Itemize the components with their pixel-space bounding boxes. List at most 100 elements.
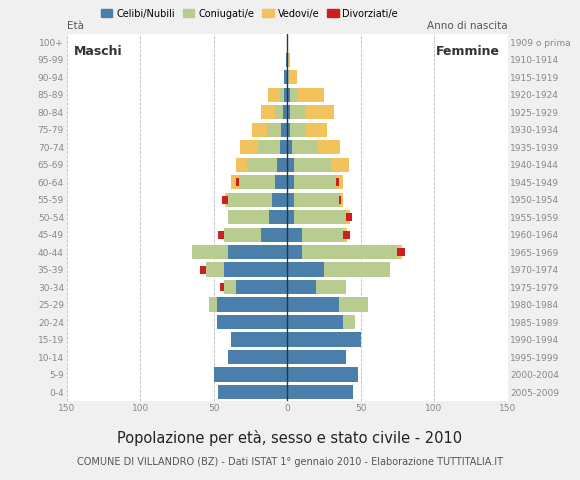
Text: Femmine: Femmine bbox=[436, 45, 500, 58]
Bar bbox=[224, 280, 235, 294]
Bar bbox=[231, 333, 287, 347]
Bar bbox=[287, 157, 295, 172]
Bar bbox=[397, 248, 405, 256]
Bar bbox=[287, 105, 290, 120]
Bar bbox=[224, 263, 287, 277]
Bar bbox=[287, 298, 339, 312]
Text: Popolazione per età, sesso e stato civile - 2010: Popolazione per età, sesso e stato civil… bbox=[117, 430, 463, 445]
Bar bbox=[290, 122, 304, 137]
Bar bbox=[295, 175, 336, 190]
Bar bbox=[206, 263, 224, 277]
Bar bbox=[318, 140, 340, 155]
Bar bbox=[213, 367, 287, 382]
Bar bbox=[339, 192, 343, 207]
Bar bbox=[287, 53, 290, 67]
Bar bbox=[240, 140, 258, 155]
Bar bbox=[267, 122, 281, 137]
Bar bbox=[346, 213, 351, 221]
Bar bbox=[201, 266, 206, 274]
Text: Anno di nascita: Anno di nascita bbox=[427, 21, 508, 31]
Bar bbox=[284, 70, 287, 84]
Bar bbox=[290, 88, 298, 102]
Bar bbox=[343, 315, 355, 329]
Bar bbox=[218, 385, 287, 399]
Bar bbox=[277, 157, 287, 172]
Bar bbox=[252, 122, 267, 137]
Bar bbox=[324, 263, 390, 277]
Bar bbox=[224, 228, 260, 242]
Bar bbox=[248, 157, 277, 172]
Bar bbox=[287, 385, 353, 399]
Bar bbox=[260, 228, 287, 242]
Bar bbox=[276, 105, 282, 120]
Bar bbox=[295, 157, 331, 172]
Bar bbox=[339, 196, 342, 204]
Bar bbox=[287, 367, 358, 382]
Bar bbox=[226, 192, 229, 207]
Bar bbox=[295, 192, 339, 207]
Bar bbox=[216, 315, 287, 329]
Bar bbox=[298, 88, 324, 102]
Bar bbox=[287, 280, 317, 294]
Bar bbox=[273, 192, 287, 207]
Bar bbox=[287, 333, 361, 347]
Bar bbox=[287, 122, 290, 137]
Bar bbox=[219, 283, 224, 291]
Bar bbox=[287, 88, 290, 102]
Bar bbox=[280, 140, 287, 155]
Bar bbox=[287, 228, 302, 242]
Bar bbox=[223, 196, 229, 204]
Bar bbox=[209, 298, 216, 312]
Bar bbox=[287, 245, 302, 259]
Text: COMUNE DI VILLANDRO (BZ) - Dati ISTAT 1° gennaio 2010 - Elaborazione TUTTITALIA.: COMUNE DI VILLANDRO (BZ) - Dati ISTAT 1°… bbox=[77, 457, 503, 467]
Bar bbox=[276, 175, 287, 190]
Bar bbox=[336, 175, 343, 190]
Bar bbox=[281, 122, 287, 137]
Bar bbox=[295, 210, 346, 224]
Bar bbox=[216, 298, 287, 312]
Bar bbox=[218, 231, 224, 239]
Bar bbox=[231, 175, 238, 190]
Bar bbox=[290, 70, 298, 84]
Bar bbox=[268, 88, 280, 102]
Bar bbox=[292, 140, 318, 155]
Bar bbox=[397, 245, 402, 259]
Bar bbox=[304, 122, 327, 137]
Bar bbox=[191, 245, 229, 259]
Bar bbox=[282, 105, 287, 120]
Bar bbox=[317, 280, 346, 294]
Bar bbox=[229, 350, 287, 364]
Bar bbox=[229, 245, 287, 259]
Bar bbox=[260, 105, 276, 120]
Bar bbox=[284, 88, 287, 102]
Text: Età: Età bbox=[67, 21, 84, 31]
Bar bbox=[302, 228, 343, 242]
Bar bbox=[287, 140, 292, 155]
Bar bbox=[339, 298, 368, 312]
Bar bbox=[287, 210, 295, 224]
Bar bbox=[287, 175, 295, 190]
Bar bbox=[302, 245, 397, 259]
Bar bbox=[229, 192, 273, 207]
Bar bbox=[270, 210, 287, 224]
Bar bbox=[343, 228, 347, 242]
Bar bbox=[235, 280, 287, 294]
Bar bbox=[287, 70, 290, 84]
Bar bbox=[331, 157, 349, 172]
Bar bbox=[290, 105, 304, 120]
Bar bbox=[280, 88, 284, 102]
Bar bbox=[343, 231, 350, 239]
Bar bbox=[229, 210, 270, 224]
Bar bbox=[258, 140, 280, 155]
Bar bbox=[287, 315, 343, 329]
Bar bbox=[235, 178, 238, 186]
Bar bbox=[304, 105, 334, 120]
Bar bbox=[346, 210, 350, 224]
Bar bbox=[287, 350, 346, 364]
Legend: Celibi/Nubili, Coniugati/e, Vedovi/e, Divorziati/e: Celibi/Nubili, Coniugati/e, Vedovi/e, Di… bbox=[97, 5, 402, 23]
Bar bbox=[285, 53, 287, 67]
Bar bbox=[238, 175, 276, 190]
Text: Maschi: Maschi bbox=[74, 45, 123, 58]
Bar bbox=[287, 192, 295, 207]
Bar bbox=[336, 178, 339, 186]
